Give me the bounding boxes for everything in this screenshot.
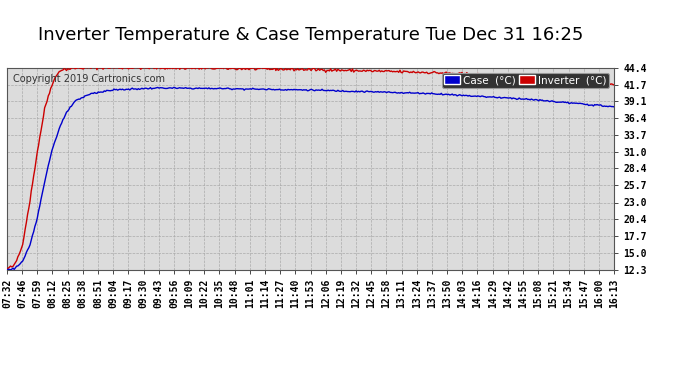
Text: Copyright 2019 Cartronics.com: Copyright 2019 Cartronics.com	[13, 74, 165, 84]
Legend: Case  (°C), Inverter  (°C): Case (°C), Inverter (°C)	[442, 73, 609, 88]
Text: Inverter Temperature & Case Temperature Tue Dec 31 16:25: Inverter Temperature & Case Temperature …	[38, 26, 583, 44]
